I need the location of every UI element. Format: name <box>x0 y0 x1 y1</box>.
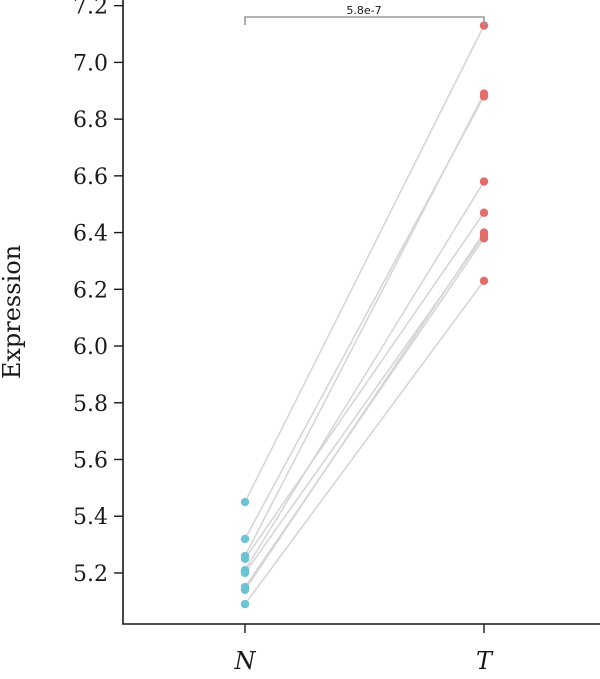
y-tick-label: 6.2 <box>73 278 108 303</box>
point-N <box>240 568 250 578</box>
y-axis-label: Expression <box>0 245 26 379</box>
point-T <box>479 276 489 285</box>
axes <box>122 0 600 625</box>
y-tick-label: 5.6 <box>73 448 108 473</box>
pair-line <box>244 25 485 503</box>
pair-line <box>244 232 485 591</box>
y-tick-label: 5.2 <box>73 562 108 587</box>
point-N <box>240 599 250 609</box>
y-tick-label: 7.2 <box>73 0 108 20</box>
pair-lines <box>244 25 485 605</box>
y-tick-label: 5.4 <box>73 505 108 530</box>
y-tick-label: 6.4 <box>73 222 108 247</box>
point-N <box>240 497 250 507</box>
point-T <box>479 89 489 98</box>
x-tick-label: T <box>476 647 494 675</box>
y-ticks: 5.2 5.4 5.6 5.8 6.0 6.2 6.4 6.6 6.8 7.0 7.2 <box>73 0 123 587</box>
significance-bracket <box>244 16 485 25</box>
p-value-label: 5.8e-7 <box>346 4 381 17</box>
point-T <box>479 208 489 217</box>
y-tick-label: 5.8 <box>73 392 108 417</box>
data-points <box>240 21 489 609</box>
y-tick-label: 6.8 <box>73 108 108 133</box>
pair-line <box>244 181 485 571</box>
y-tick-label: 6.0 <box>73 335 108 360</box>
pair-line <box>244 93 485 557</box>
point-N <box>240 554 250 563</box>
pair-line <box>244 212 485 560</box>
significance-annotation: 5.8e-7 <box>244 4 485 25</box>
point-T <box>479 228 489 237</box>
x-tick-label: N <box>234 647 257 675</box>
y-tick-label: 7.0 <box>73 51 108 76</box>
point-N <box>240 534 250 544</box>
axis-frame <box>122 0 600 625</box>
y-tick-label: 6.6 <box>73 165 108 190</box>
point-N <box>240 585 250 595</box>
pair-line <box>244 280 485 605</box>
point-T <box>479 177 489 186</box>
point-T <box>479 21 489 30</box>
